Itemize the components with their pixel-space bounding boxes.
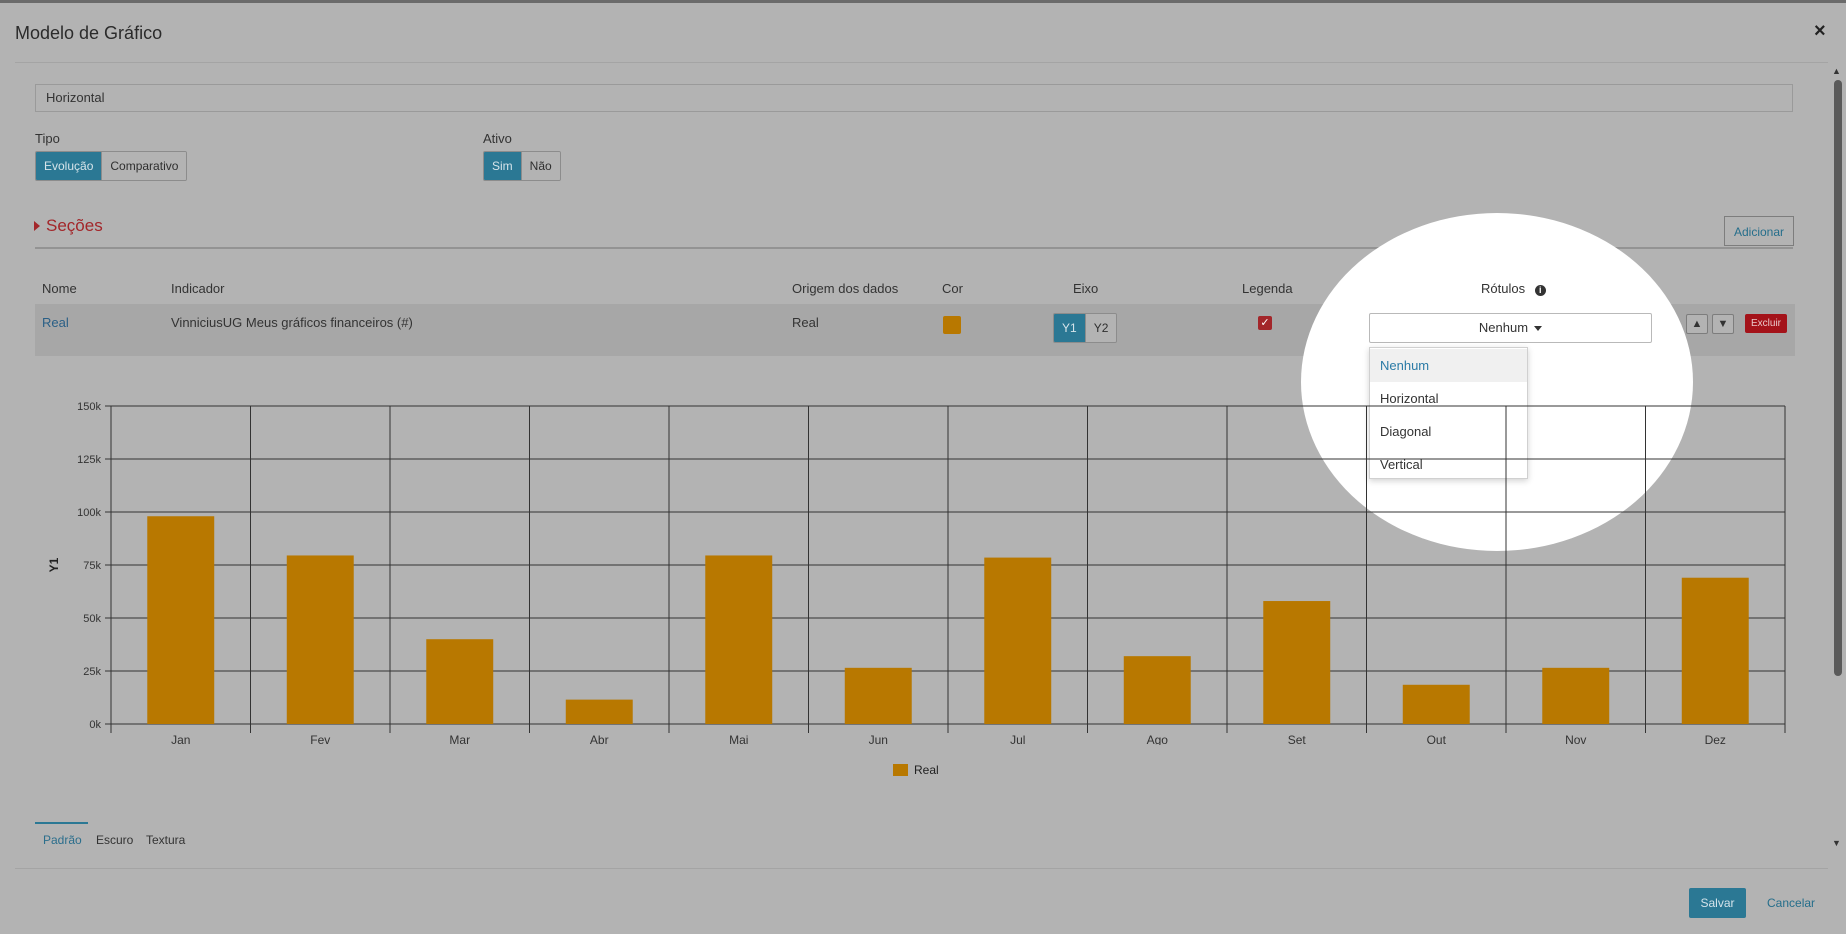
y-tick-label: 100k [77, 507, 101, 519]
y-tick-label: 50k [83, 613, 101, 625]
x-tick-label: Abr [590, 733, 609, 745]
footer-divider [15, 868, 1828, 869]
col-header-legenda: Legenda [1242, 281, 1293, 296]
axis-option-y2[interactable]: Y2 [1085, 314, 1117, 342]
x-tick-label: Fev [310, 733, 330, 745]
y-tick-label: 150k [77, 401, 101, 413]
bar [426, 639, 494, 724]
bar [1542, 667, 1610, 724]
rotulos-dropdown-menu: Nenhum Horizontal Diagonal Vertical [1369, 347, 1528, 479]
ativo-label: Ativo [483, 131, 512, 146]
secoes-label: Seções [46, 216, 103, 235]
section-name-link[interactable]: Real [42, 315, 69, 330]
legend-checkbox[interactable]: ✓ [1258, 316, 1272, 330]
bar [565, 699, 633, 724]
section-origin: Real [792, 315, 819, 330]
tipo-option-comparativo[interactable]: Comparativo [102, 152, 187, 180]
x-tick-label: Jun [869, 733, 888, 745]
tab-escuro[interactable]: Escuro [96, 833, 134, 847]
chart-legend[interactable]: Real [893, 763, 939, 777]
x-tick-label: Out [1427, 733, 1447, 745]
bar [1263, 601, 1331, 724]
tab-padrao[interactable]: Padrão [43, 833, 82, 847]
move-up-button[interactable]: ▲ [1686, 314, 1708, 334]
col-header-rotulos-label: Rótulos [1481, 281, 1526, 296]
col-header-rotulos: Rótulos i [1481, 281, 1546, 296]
tipo-option-evolucao[interactable]: Evolução [36, 152, 103, 180]
top-strip [0, 0, 1846, 3]
y-tick-label: 75k [83, 560, 101, 572]
add-section-button[interactable]: Adicionar [1724, 216, 1794, 246]
x-tick-label: Jul [1010, 733, 1025, 745]
secoes-divider [35, 247, 1793, 249]
bar [844, 667, 912, 724]
dropdown-option-diagonal[interactable]: Diagonal [1380, 424, 1432, 439]
x-tick-label: Set [1288, 733, 1307, 745]
y-tick-label: 0k [89, 719, 101, 731]
cancel-button[interactable]: Cancelar [1767, 896, 1816, 910]
tab-textura[interactable]: Textura [146, 833, 186, 847]
y-tick-label: 25k [83, 666, 101, 678]
close-icon[interactable]: × [1814, 20, 1826, 42]
y-tick-label: 125k [77, 454, 101, 466]
legend-swatch [893, 764, 908, 776]
dropdown-option-vertical[interactable]: Vertical [1380, 457, 1423, 472]
bar [286, 555, 354, 724]
ativo-option-nao[interactable]: Não [521, 152, 560, 180]
x-tick-label: Nov [1565, 733, 1586, 745]
delete-section-button[interactable]: Excluir [1745, 314, 1787, 333]
save-button[interactable]: Salvar [1689, 888, 1746, 918]
color-swatch[interactable] [943, 316, 961, 334]
col-header-nome: Nome [42, 281, 77, 296]
scrollbar-thumb[interactable] [1834, 80, 1842, 676]
bar [1402, 684, 1470, 724]
caret-down-icon [1534, 326, 1543, 332]
col-header-origem: Origem dos dados [792, 281, 899, 296]
rotulos-dropdown-button[interactable]: Nenhum [1369, 313, 1652, 343]
scroll-down-icon[interactable]: ▼ [1832, 838, 1841, 848]
axis-option-y1[interactable]: Y1 [1054, 314, 1086, 342]
legend-label: Real [914, 763, 939, 777]
bar [705, 555, 773, 724]
tipo-label: Tipo [35, 131, 60, 146]
scroll-up-icon[interactable]: ▲ [1832, 66, 1841, 76]
secoes-toggle[interactable]: Seções [34, 216, 103, 236]
axis-toggle: Y1 Y2 [1053, 313, 1118, 343]
chart-name-input[interactable]: Horizontal [35, 84, 1793, 112]
x-tick-label: Mar [449, 733, 470, 745]
x-tick-label: Ago [1147, 733, 1169, 745]
modal-title: Modelo de Gráfico [15, 23, 163, 43]
header-divider [15, 62, 1828, 63]
col-header-indicador: Indicador [171, 281, 225, 296]
bar-chart: 0k 25k 50k 75k 100k 125k 150k Jan Fev Mar Abr Mai Ju… [47, 401, 1786, 745]
move-down-button[interactable]: ▼ [1712, 314, 1734, 334]
x-tick-label: Dez [1705, 733, 1726, 745]
ativo-option-sim[interactable]: Sim [484, 152, 522, 180]
bar [1681, 577, 1749, 724]
col-header-eixo: Eixo [1073, 281, 1099, 296]
rotulos-dropdown-value: Nenhum [1478, 320, 1529, 335]
ativo-toggle: Sim Não [483, 151, 561, 181]
dropdown-option-horizontal[interactable]: Horizontal [1380, 391, 1439, 406]
bar [1123, 656, 1191, 724]
bar [984, 557, 1052, 724]
tipo-toggle: Evolução Comparativo [35, 151, 188, 181]
x-tick-label: Mai [729, 733, 748, 745]
info-icon: i [1534, 285, 1546, 296]
section-indicator: VinniciusUG Meus gráficos financeiros (#… [171, 315, 413, 330]
bar [147, 516, 215, 724]
col-header-cor: Cor [942, 281, 963, 296]
x-tick-label: Jan [171, 733, 190, 745]
caret-right-icon [34, 221, 40, 231]
dropdown-option-nenhum[interactable]: Nenhum [1370, 349, 1527, 382]
tab-underline [35, 822, 88, 824]
y-axis-label: Y1 [47, 557, 61, 572]
